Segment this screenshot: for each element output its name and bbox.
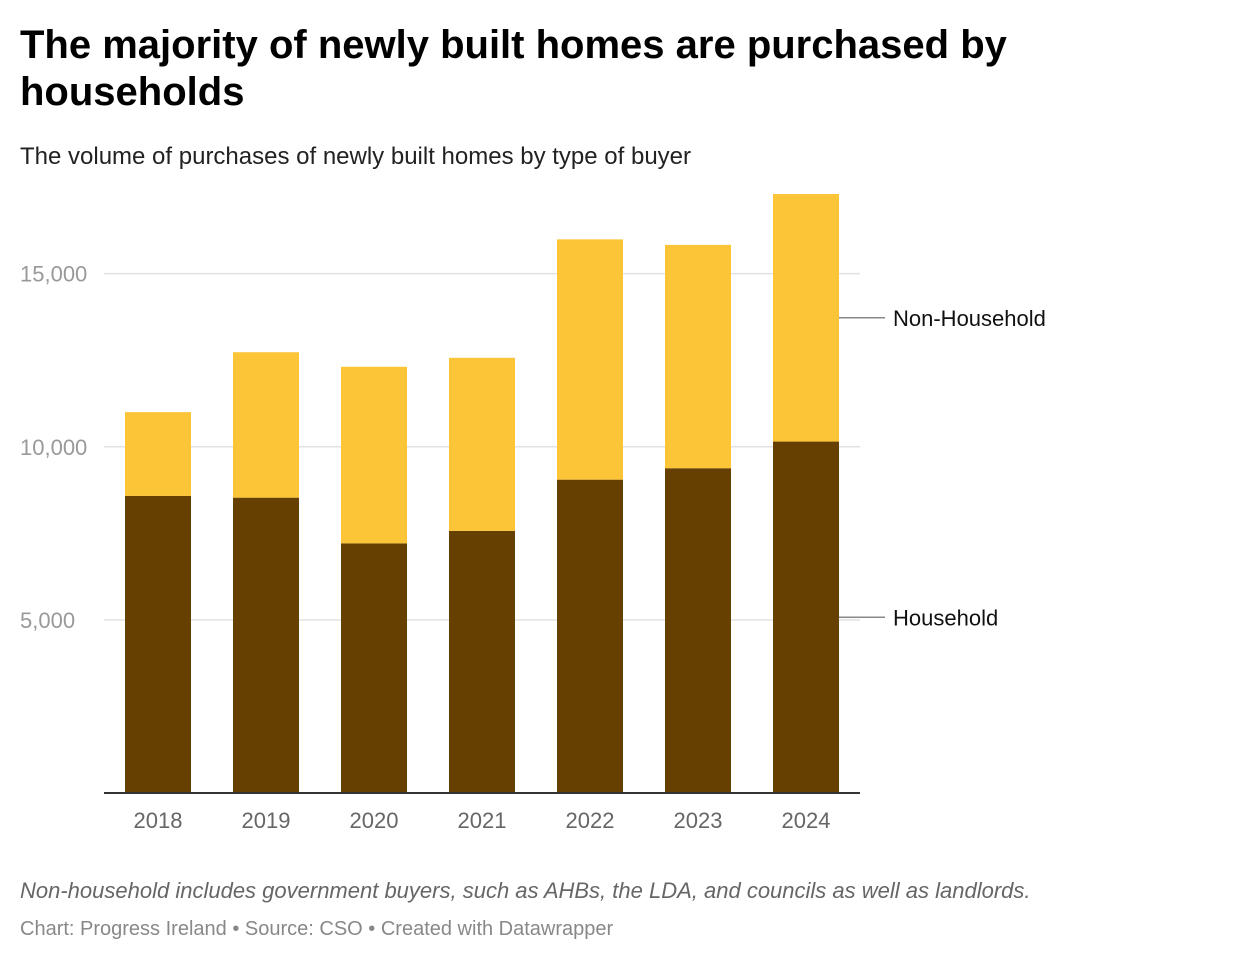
byline-separator: • [362, 918, 381, 940]
y-tick-label: 15,000 [20, 262, 87, 287]
series-label: Non-Household [893, 306, 1046, 331]
bar-non-household [557, 239, 623, 480]
x-tick-label: 2021 [458, 808, 507, 833]
series-label: Household [893, 605, 998, 630]
bar-household [341, 543, 407, 793]
x-tick-label: 2024 [782, 808, 831, 833]
chart-source: Source: CSO [244, 918, 363, 940]
created-with: Created with Datawrapper [380, 918, 614, 940]
bar-household [665, 468, 731, 793]
bar-household [557, 479, 623, 793]
chart-subtitle: The volume of purchases of newly built h… [20, 143, 692, 170]
x-axis-ticks: 2018 2019 2020 2021 2022 2023 2024 [134, 808, 831, 833]
x-tick-label: 2018 [134, 808, 183, 833]
chart-note: Non-household includes government buyers… [20, 878, 1031, 903]
byline-separator: • [226, 918, 245, 940]
chart-credit: Chart: Progress Ireland [20, 918, 227, 940]
bars [125, 194, 839, 793]
y-tick-label: 10,000 [20, 435, 87, 460]
bar-non-household [449, 357, 515, 531]
bar-household [233, 497, 299, 793]
x-tick-label: 2019 [242, 808, 291, 833]
x-tick-label: 2023 [674, 808, 723, 833]
bar-household [773, 441, 839, 793]
series-labels: Household Non-Household [839, 306, 1046, 630]
y-tick-label: 5,000 [20, 608, 75, 633]
bar-non-household [773, 194, 839, 442]
x-tick-label: 2022 [566, 808, 615, 833]
y-axis-ticks: 5,000 10,000 15,000 [20, 262, 87, 633]
bar-non-household [233, 352, 299, 498]
chart-title: The majority of newly built homes are pu… [20, 23, 1007, 114]
bar-household [125, 495, 191, 793]
chart-byline: Chart: Progress Ireland • Source: CSO • … [20, 918, 613, 941]
bar-household [449, 530, 515, 793]
bar-non-household [665, 244, 731, 469]
x-tick-label: 2020 [350, 808, 399, 833]
bar-non-household [125, 412, 191, 496]
bar-non-household [341, 366, 407, 544]
